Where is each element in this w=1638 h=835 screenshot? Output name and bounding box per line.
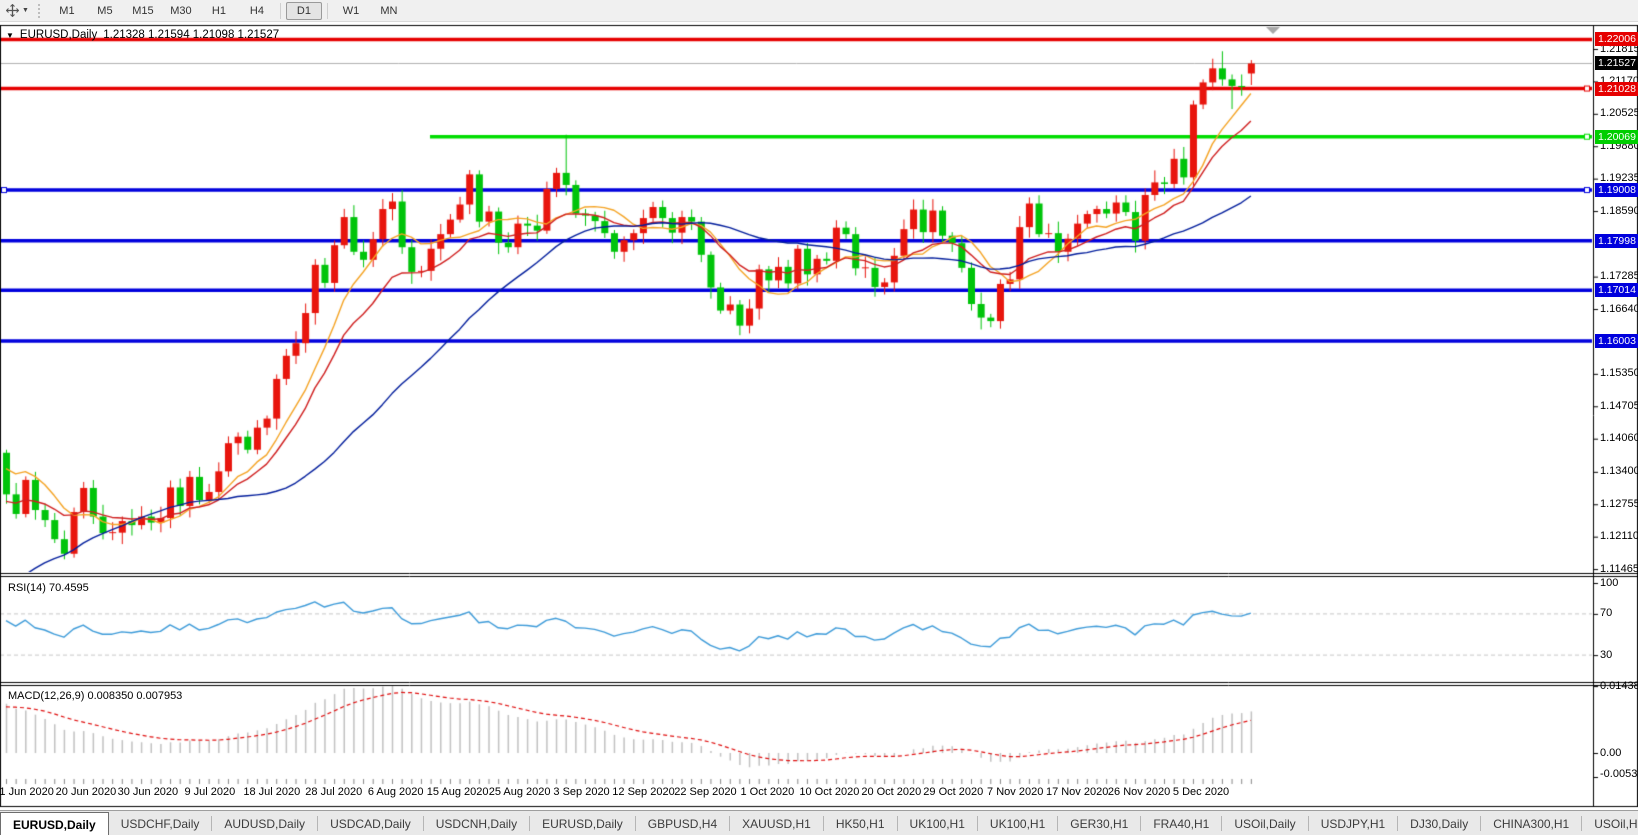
price-line-badge: 1.21527 [1595, 56, 1638, 71]
rsi-value: 70.4595 [48, 582, 89, 594]
time-axis-label: 17 Nov 2020 [1045, 786, 1109, 798]
price-line-badge: 1.16003 [1595, 334, 1638, 349]
time-axis-label: 28 Jul 2020 [305, 786, 363, 798]
macd-values: 0.008350 0.007953 [87, 690, 183, 702]
chart-tab-gbpusd-h4[interactable]: GBPUSD,H4 [647, 816, 718, 831]
crosshair-cursor-icon[interactable] [3, 3, 21, 19]
timeframe-button-m5[interactable]: M5 [97, 4, 113, 17]
price-tick-label: 1.12755 [1600, 497, 1638, 510]
timeframe-button-mn[interactable]: MN [380, 4, 398, 17]
chart-tab-uk100-h1[interactable]: UK100,H1 [989, 816, 1046, 831]
timeframe-button-m1[interactable]: M1 [59, 4, 75, 17]
chart-tab-usdcad-daily[interactable]: USDCAD,Daily [330, 816, 411, 831]
timeframe-button-w1[interactable]: W1 [342, 4, 360, 17]
timeframe-button-m30[interactable]: M30 [170, 4, 192, 17]
chart-tab-uk100-h1[interactable]: UK100,H1 [909, 816, 965, 831]
time-axis-label: 12 Sep 2020 [612, 786, 675, 798]
price-tick-label: 1.16640 [1600, 302, 1638, 315]
price-tick-label: 1.18590 [1600, 204, 1638, 217]
time-axis-label: 29 Oct 2020 [923, 786, 984, 798]
rsi-axis-label: 100 [1600, 576, 1619, 589]
collapse-chart-icon[interactable]: ▼ [6, 30, 14, 40]
timeframe-button-h1[interactable]: H1 [211, 4, 226, 17]
chart-tab-ger30-h1[interactable]: GER30,H1 [1070, 816, 1129, 831]
chart-title-bar[interactable]: ▼ EURUSD,Daily 1.21328 1.21594 1.21098 1… [6, 29, 279, 41]
time-axis-label: 15 Aug 2020 [426, 786, 489, 798]
price-tick-label: 1.15350 [1600, 367, 1638, 380]
chart-tab-usoil-daily[interactable]: USOil,Daily [1234, 816, 1296, 831]
rsi-indicator-label: RSI(14) 70.4595 [8, 582, 89, 594]
price-tick-label: 1.13400 [1600, 465, 1638, 478]
price-line-badge: 1.22006 [1595, 32, 1638, 47]
chart-tab-usdcnh-daily[interactable]: USDCNH,Daily [435, 816, 518, 831]
timeframe-button-h4[interactable]: H4 [249, 4, 264, 17]
price-line-badge: 1.20069 [1595, 129, 1638, 144]
time-axis-label: 11 Jun 2020 [0, 786, 54, 798]
price-tick-label: 1.11465 [1600, 562, 1638, 575]
chart-tab-xauusd-h1[interactable]: XAUUSD,H1 [742, 816, 811, 831]
rsi-axis-label: 30 [1600, 648, 1613, 661]
price-tick-label: 1.19235 [1600, 172, 1638, 185]
price-tick-label: 1.20525 [1600, 107, 1638, 120]
macd-axis-label: -0.005396 [1600, 767, 1638, 780]
time-axis-label: 20 Jun 2020 [55, 786, 117, 798]
macd-axis-label: 0.00 [1600, 746, 1622, 759]
price-line-badge: 1.17014 [1595, 283, 1638, 298]
chart-symbol-title: EURUSD,Daily [19, 29, 98, 41]
chart-tab-bar: EURUSD,Daily USDCHF,Daily AUDUSD,Daily USDC… [0, 810, 1638, 835]
chart-tab-china300-h1[interactable]: CHINA300,H1 [1493, 816, 1570, 831]
price-line-badge: 1.19008 [1595, 183, 1638, 198]
timeframe-toolbar: ▼ M1 M5 M15 M30 H1 H4 D1 W1 MN [0, 0, 1638, 22]
macd-axis-label: 0.014384 [1600, 679, 1638, 692]
chart-tab-audusd-daily[interactable]: AUDUSD,Daily [224, 816, 306, 831]
price-line-badge: 1.17998 [1595, 233, 1638, 248]
time-axis-label: 7 Nov 2020 [987, 786, 1044, 798]
macd-indicator-label: MACD(12,26,9) 0.008350 0.007953 [8, 690, 183, 702]
chart-tab-usoil-h1[interactable]: USOil,H1 [1594, 816, 1638, 831]
time-axis-label: 26 Nov 2020 [1107, 786, 1171, 798]
time-axis-label: 9 Jul 2020 [184, 786, 236, 798]
time-axis-label: 20 Oct 2020 [861, 786, 922, 798]
price-tick-label: 1.17285 [1600, 270, 1638, 283]
time-axis-label: 22 Sep 2020 [674, 786, 737, 798]
time-axis-label: 5 Dec 2020 [1172, 786, 1230, 798]
time-axis-label: 6 Aug 2020 [367, 786, 424, 798]
chart-tab-eurusd-daily[interactable]: EURUSD,Daily [0, 812, 109, 835]
price-tick-label: 1.12110 [1600, 530, 1638, 543]
timeframe-button-d1[interactable]: D1 [285, 1, 322, 20]
price-tick-label: 1.14705 [1600, 399, 1638, 412]
chart-tab-fra40-h1[interactable]: FRA40,H1 [1153, 816, 1210, 831]
time-axis-label: 1 Oct 2020 [740, 786, 795, 798]
time-axis-label: 25 Aug 2020 [488, 786, 551, 798]
chart-tab-dj30-daily[interactable]: DJ30,Daily [1410, 816, 1469, 831]
price-line-badge: 1.21028 [1595, 81, 1638, 96]
chart-ohlc-values: 1.21328 1.21594 1.21098 1.21527 [103, 29, 280, 41]
chart-tab-eurusd-daily[interactable]: EURUSD,Daily [542, 816, 623, 831]
cursor-dropdown-caret[interactable]: ▼ [22, 7, 29, 14]
time-axis-label: 18 Jul 2020 [243, 786, 301, 798]
time-axis-label: 30 Jun 2020 [117, 786, 179, 798]
toolbar-grip[interactable] [37, 3, 43, 18]
time-axis-label: 3 Sep 2020 [553, 786, 610, 798]
timeframe-button-m15[interactable]: M15 [132, 4, 154, 17]
rsi-axis-label: 70 [1600, 607, 1613, 620]
timeframe-buttons: M1 M5 M15 M30 H1 H4 D1 W1 MN [48, 1, 408, 20]
time-axis-label: 10 Oct 2020 [799, 786, 860, 798]
chart-tab-hk50-h1[interactable]: HK50,H1 [835, 816, 885, 831]
chart-tab-usdchf-daily[interactable]: USDCHF,Daily [120, 816, 200, 831]
chart-tab-usdjpy-h1[interactable]: USDJPY,H1 [1320, 816, 1386, 831]
price-tick-label: 1.14060 [1600, 432, 1638, 445]
